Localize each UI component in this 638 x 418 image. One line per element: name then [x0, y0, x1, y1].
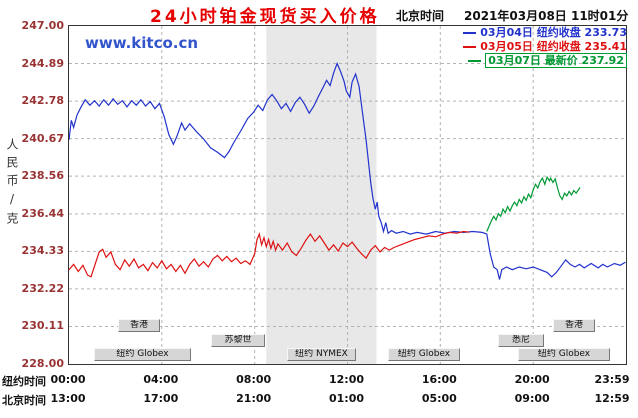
legend-row-3: 03月07日 最新价 237.92 — [463, 53, 627, 68]
x-tick-bj-label: 17:00 — [143, 392, 179, 405]
y-tick-label: 228.00 — [21, 357, 64, 370]
y-tick-label: 242.78 — [21, 94, 64, 108]
y-tick-label: 236.44 — [21, 206, 64, 220]
x-tick-bj-label: 13:00 — [50, 392, 86, 405]
legend-line-swatch — [468, 60, 482, 62]
x-tick-bj-label: 21:00 — [236, 392, 272, 405]
legend-text: 03月07日 最新价 237.92 — [485, 53, 627, 68]
x-tick-ny-label: 12:00 — [328, 373, 364, 386]
y-axis-unit-label: 人民币/克 — [5, 138, 19, 230]
bj-time-row-label: 北京时间 — [2, 394, 46, 407]
y-tick-label: 238.56 — [21, 169, 64, 183]
y-tick-label: 232.22 — [21, 281, 64, 295]
legend: 03月04日 纽约收盘 233.73 03月05日 纽约收盘 235.41 03月0… — [463, 26, 627, 68]
session-box-ny-nymex: 纽约 NYMEX — [287, 348, 356, 361]
legend-text: 03月04日 纽约收盘 233.73 — [480, 26, 627, 39]
x-tick-bj-label: 01:00 — [328, 392, 364, 405]
session-box-ny-globex-1: 纽约 Globex — [94, 348, 191, 361]
y-tick-label: 244.89 — [21, 56, 64, 70]
x-tick-ny-label: 08:00 — [236, 373, 272, 386]
price-line-03月05日 — [69, 230, 470, 278]
session-box-hongkong-2: 香港 — [553, 319, 595, 332]
y-tick-label: 234.33 — [21, 244, 64, 258]
legend-line-swatch — [463, 46, 477, 48]
x-tick-ny-label: 00:00 — [50, 373, 86, 386]
current-datetime: 2021年03月08日 11时01分 — [464, 9, 629, 23]
price-line-03月04日 — [69, 61, 626, 280]
watermark-link[interactable]: www.kitco.cn — [85, 34, 199, 52]
session-shaded-band — [266, 26, 377, 364]
session-box-hongkong-1: 香港 — [118, 319, 160, 332]
y-tick-label: 240.67 — [21, 131, 64, 145]
legend-line-swatch — [463, 32, 477, 34]
price-line-03月07日 — [486, 175, 581, 232]
legend-row-2: 03月05日 纽约收盘 235.41 — [463, 40, 627, 54]
legend-text: 03月05日 纽约收盘 235.41 — [480, 40, 627, 53]
x-tick-ny-label: 20:00 — [514, 373, 550, 386]
legend-row-1: 03月04日 纽约收盘 233.73 — [463, 26, 627, 40]
session-box-sydney: 悉尼 — [498, 334, 544, 347]
x-tick-ny-label: 04:00 — [143, 373, 179, 386]
x-tick-bj-label: 09:00 — [514, 392, 550, 405]
y-tick-label: 230.11 — [21, 319, 64, 333]
x-tick-bj-label: 05:00 — [421, 392, 457, 405]
session-box-ny-globex-2: 纽约 Globex — [388, 348, 460, 361]
x-tick-ny-label: 23:59 — [594, 373, 630, 386]
chart-title: 24小时铂金现货买入价格 — [150, 7, 380, 27]
beijing-time-label: 北京时间 — [396, 9, 445, 23]
x-tick-bj-label: 12:59 — [594, 392, 630, 405]
session-box-zurich: 苏黎世 — [211, 334, 265, 347]
y-tick-label: 247.00 — [21, 19, 64, 32]
x-tick-ny-label: 16:00 — [421, 373, 457, 386]
ny-time-row-label: 纽约时间 — [2, 375, 46, 388]
plot-area: www.kitco.cn 香港苏黎世纽约 Globex 纽约 NYMEX 纽约 Gl… — [68, 25, 627, 365]
session-box-ny-globex-3: 纽约 Globex — [518, 348, 610, 361]
chart-svg — [69, 26, 626, 364]
